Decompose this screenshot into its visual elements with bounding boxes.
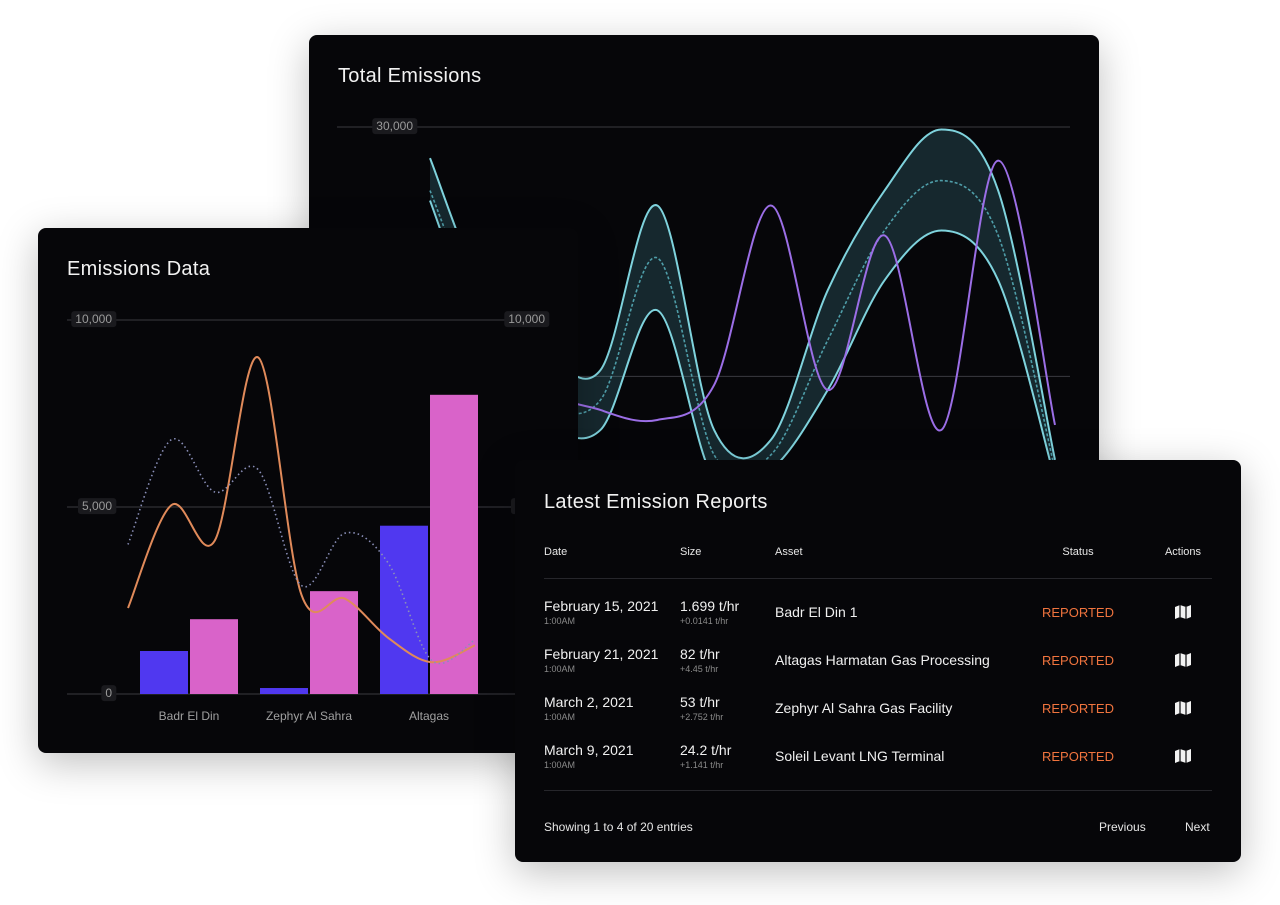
column-header: Asset [775, 546, 803, 558]
card-title: Total Emissions [338, 65, 482, 87]
report-asset: Zephyr Al Sahra Gas Facility [775, 700, 953, 716]
report-change: +1.141 t/hr [680, 760, 724, 770]
column-header: Status [1062, 546, 1094, 558]
card-title: Latest Emission Reports [544, 491, 768, 513]
report-change: +4.45 t/hr [680, 664, 719, 674]
tick-label-bg [372, 118, 418, 135]
report-change: +0.0141 t/hr [680, 616, 729, 626]
tick-label-bg [504, 311, 550, 328]
separator [544, 790, 1212, 791]
report-date: March 9, 2021 [544, 742, 634, 758]
report-time: 1:00AM [544, 664, 576, 674]
report-date: March 2, 2021 [544, 694, 634, 710]
report-size: 82 t/hr [680, 646, 720, 662]
bar [140, 650, 188, 694]
x-tick-label: Zephyr Al Sahra [266, 709, 352, 723]
pagination-summary: Showing 1 to 4 of 20 entries [544, 820, 693, 834]
y-tick-label: 5,000 [82, 499, 112, 513]
line-series [127, 356, 476, 664]
report-time: 1:00AM [544, 712, 576, 722]
separator [544, 578, 1212, 579]
y-tick-label: 0 [105, 686, 112, 700]
y-tick-label: 30,000 [376, 119, 413, 133]
report-size: 24.2 t/hr [680, 742, 732, 758]
report-status: REPORTED [1042, 701, 1114, 716]
y-tick-label: 10,000 [508, 312, 545, 326]
report-status: REPORTED [1042, 653, 1114, 668]
report-status: REPORTED [1042, 605, 1114, 620]
report-asset: Altagas Harmatan Gas Processing [775, 652, 990, 668]
report-date: February 21, 2021 [544, 646, 659, 662]
band-fill [430, 129, 1055, 493]
tick-label-bg [71, 311, 117, 328]
column-header: Actions [1164, 546, 1202, 558]
map-action[interactable] [1174, 700, 1192, 716]
reports-card: Latest Emission Reports Showing 1 to 4 o… [515, 460, 1241, 862]
column-header: Size [680, 546, 702, 558]
bar [380, 525, 428, 694]
column-header: Date [544, 546, 568, 558]
report-asset: Soleil Levant LNG Terminal [775, 748, 945, 764]
report-date: February 15, 2021 [544, 598, 659, 614]
report-change: +2.752 t/hr [680, 712, 724, 722]
bar [260, 688, 308, 694]
map-action[interactable] [1174, 748, 1192, 764]
line-series [429, 179, 1056, 476]
report-time: 1:00AM [544, 616, 576, 626]
y-tick-label: 10,000 [75, 312, 112, 326]
report-time: 1:00AM [544, 760, 576, 770]
bar [190, 619, 238, 694]
report-status: REPORTED [1042, 749, 1114, 764]
report-size: 1.699 t/hr [680, 598, 740, 614]
report-asset: Badr El Din 1 [775, 604, 858, 620]
tick-label-bg [101, 685, 117, 702]
previous-button[interactable]: Previous [1099, 820, 1146, 834]
next-button[interactable]: Next [1185, 820, 1210, 834]
map-action[interactable] [1174, 604, 1192, 620]
card-title: Emissions Data [67, 258, 211, 280]
bar [430, 394, 478, 694]
bar [310, 591, 358, 694]
tick-label-bg [77, 498, 117, 515]
report-size: 53 t/hr [680, 694, 720, 710]
map-action[interactable] [1174, 652, 1192, 668]
x-tick-label: Badr El Din [159, 709, 220, 723]
x-tick-label: Altagas [409, 709, 449, 723]
